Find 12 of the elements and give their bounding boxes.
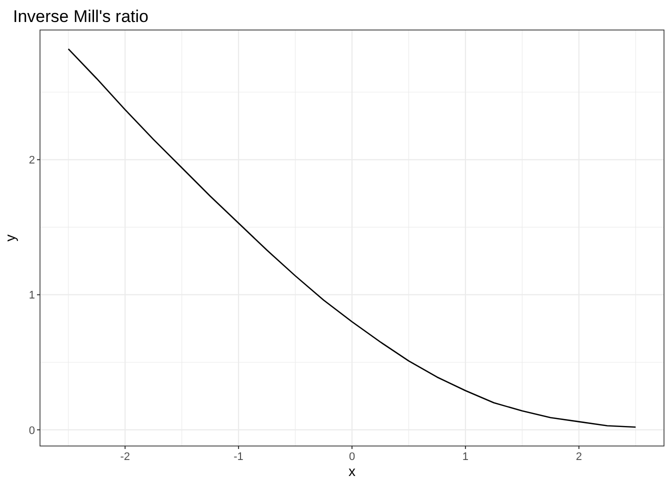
y-tick-label: 2 xyxy=(28,154,35,167)
x-tick-label: 2 xyxy=(576,451,582,463)
y-tick-label: 0 xyxy=(28,424,35,437)
y-tick-label: 1 xyxy=(28,290,35,302)
x-tick-label: 1 xyxy=(462,451,469,463)
line-series xyxy=(68,48,636,428)
chart-title: Inverse Mill's ratio xyxy=(13,7,149,26)
x-tick-label: 0 xyxy=(348,451,356,463)
x-axis-title: x xyxy=(348,463,356,479)
x-tick-label: -2 xyxy=(120,451,130,463)
y-axis-title: y xyxy=(2,234,18,242)
x-tick-label: -1 xyxy=(234,451,244,463)
